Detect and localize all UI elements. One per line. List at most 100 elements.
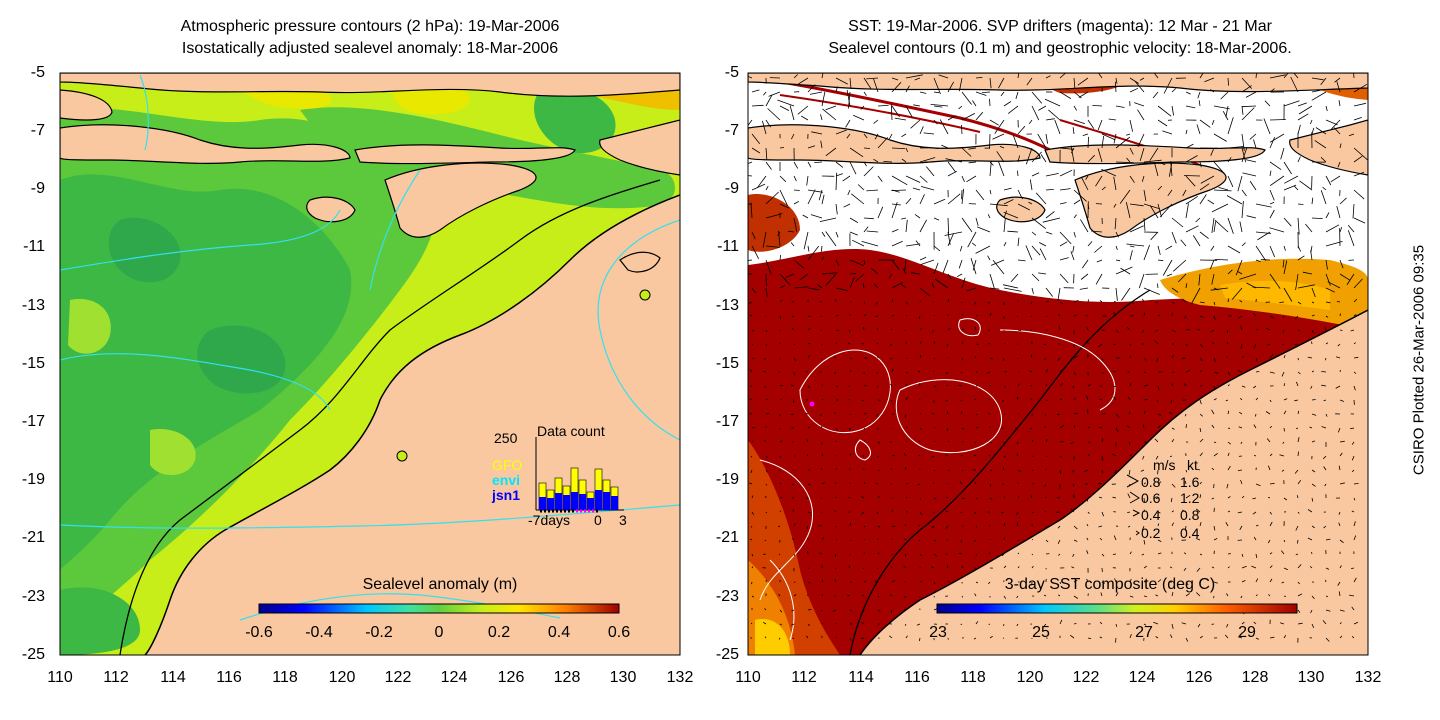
velocity-arrow (1120, 267, 1131, 275)
velocity-arrow (1031, 91, 1043, 104)
velocity-arrow (835, 203, 838, 215)
velocity-arrow (1073, 595, 1079, 599)
velocity-arrow (947, 161, 957, 173)
velocity-arrow (1059, 398, 1063, 401)
velocity-arrow (1143, 217, 1146, 231)
velocity-arrow (933, 482, 935, 485)
velocity-arrow (1269, 161, 1282, 170)
right-xtick: 120 (1016, 669, 1044, 686)
velocity-arrow (751, 147, 761, 154)
velocity-arrow (1268, 594, 1271, 597)
velocity-arrow (1101, 168, 1117, 177)
velocity-arrow (988, 552, 991, 555)
velocity-arrow (1241, 147, 1247, 163)
velocity-arrow (765, 147, 768, 160)
velocity-arrow (1157, 245, 1161, 255)
velocity-arrow (779, 284, 786, 289)
velocity-arrow (988, 581, 991, 585)
velocity-arrow (1112, 311, 1117, 317)
velocity-arrow (751, 511, 755, 515)
velocity-arrow (1129, 551, 1132, 555)
velocity-arrow (1015, 91, 1019, 100)
velocity-arrow (1171, 217, 1184, 228)
velocity-arrow (1086, 523, 1089, 527)
velocity-arrow (1155, 455, 1159, 460)
velocity-arrow (1098, 496, 1103, 499)
velocity-arrow (1149, 205, 1159, 219)
velocity-arrow (1297, 437, 1300, 443)
velocity-arrow (1297, 156, 1301, 163)
velocity-arrow (945, 525, 949, 529)
velocity-arrow (765, 161, 772, 170)
velocity-arrow (848, 565, 851, 569)
velocity-arrow (1016, 595, 1019, 599)
velocity-arrow (1269, 273, 1281, 289)
velocity-arrow (1199, 301, 1205, 304)
velocity-arrow (1139, 147, 1145, 162)
velocity-arrow (835, 129, 847, 135)
velocity-arrow (1086, 578, 1089, 583)
velocity-arrow (986, 371, 991, 374)
right-ytick: -19 (715, 471, 739, 488)
velocity-arrow (1213, 398, 1217, 401)
velocity-arrow (1017, 189, 1023, 200)
velocity-arrow (1157, 481, 1162, 485)
velocity-arrow (1240, 479, 1243, 485)
velocity-arrow (946, 510, 949, 513)
velocity-arrow (821, 231, 826, 237)
velocity-arrow (1044, 425, 1047, 429)
velocity-arrow (805, 412, 809, 415)
velocity-arrow (1253, 454, 1257, 457)
velocity-arrow (1017, 329, 1022, 332)
velocity-arrow (1003, 199, 1014, 205)
velocity-arrow (820, 315, 823, 317)
velocity-arrow (1029, 427, 1033, 430)
velocity-arrow (904, 623, 907, 626)
velocity-arrow (1269, 565, 1273, 569)
right-xtick: 128 (1241, 669, 1269, 686)
velocity-arrow (1213, 581, 1218, 584)
velocity-arrow (832, 609, 837, 612)
velocity-arrow (1157, 511, 1161, 514)
velocity-arrow (919, 580, 923, 583)
velocity-arrow (1115, 427, 1119, 433)
velocity-arrow (1330, 119, 1341, 130)
velocity-arrow (1302, 271, 1313, 275)
right-ytick: -9 (724, 180, 739, 197)
velocity-arrow (1002, 467, 1005, 471)
geostrophic-velocity-arrows (748, 73, 1368, 643)
velocity-arrow (1073, 371, 1076, 376)
velocity-arrow (905, 383, 907, 387)
velocity-arrow (933, 581, 936, 584)
velocity-arrow (1213, 525, 1216, 531)
velocity-arrow (1311, 551, 1313, 555)
velocity-arrow (1199, 119, 1211, 128)
velocity-arrow (1113, 176, 1117, 191)
velocity-arrow (1185, 143, 1194, 149)
velocity-arrow (1184, 525, 1187, 531)
velocity-arrow (1237, 175, 1243, 192)
velocity-arrow (748, 203, 753, 205)
velocity-arrow (751, 104, 764, 107)
velocity-arrow (1025, 147, 1033, 165)
velocity-arrow (765, 413, 770, 415)
velocity-arrow (975, 621, 979, 625)
velocity-arrow (1195, 538, 1201, 541)
velocity-arrow (1240, 595, 1243, 599)
velocity-arrow (891, 82, 902, 93)
velocity-arrow (911, 272, 921, 275)
velocity-arrow (1171, 522, 1174, 527)
right-ytick: -17 (715, 413, 739, 430)
velocity-arrow (905, 301, 909, 305)
velocity-arrow (751, 566, 754, 569)
velocity-arrow (961, 357, 963, 361)
velocity-arrow (1003, 187, 1012, 191)
velocity-arrow (1353, 298, 1358, 303)
velocity-arrow (914, 214, 921, 219)
velocity-arrow (1045, 75, 1051, 79)
velocity-arrow (1213, 315, 1216, 321)
velocity-arrow (1016, 453, 1019, 457)
velocity-arrow (1211, 217, 1215, 234)
velocity-arrow (1057, 287, 1061, 301)
velocity-arrow (1031, 538, 1034, 541)
